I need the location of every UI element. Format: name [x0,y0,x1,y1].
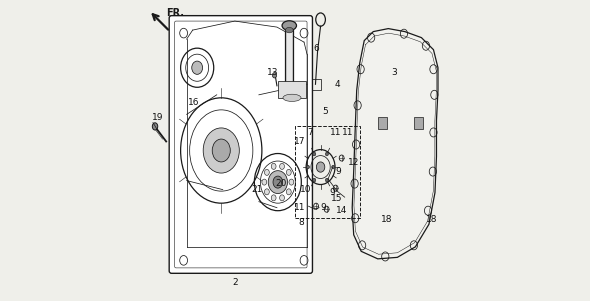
Ellipse shape [332,165,335,169]
Ellipse shape [203,128,240,173]
Bar [295,126,360,218]
Text: 4: 4 [335,80,340,89]
Text: 12: 12 [348,158,359,167]
Ellipse shape [286,189,291,195]
Text: FR.: FR. [166,8,184,18]
Text: 21: 21 [252,185,263,194]
Ellipse shape [264,189,269,195]
Text: 17: 17 [294,137,305,146]
Bar [414,117,422,129]
Ellipse shape [286,27,293,33]
Text: 9: 9 [330,188,336,197]
Ellipse shape [268,171,287,194]
Ellipse shape [313,178,316,182]
Text: 11: 11 [342,128,353,137]
Text: 3: 3 [391,68,397,77]
Polygon shape [352,29,438,259]
Ellipse shape [326,152,329,156]
Text: 8: 8 [298,218,304,227]
Text: 18: 18 [381,215,392,224]
Text: 2: 2 [232,278,238,287]
Ellipse shape [264,169,269,175]
Ellipse shape [313,152,316,156]
Ellipse shape [192,61,202,74]
Text: 20: 20 [276,179,287,188]
Ellipse shape [273,176,283,188]
Ellipse shape [283,94,301,101]
Bar [378,117,386,129]
Ellipse shape [289,179,294,185]
Text: 6: 6 [313,44,319,53]
Ellipse shape [326,178,329,182]
Ellipse shape [280,163,284,169]
Bar [312,79,321,90]
Ellipse shape [271,163,276,169]
FancyBboxPatch shape [169,16,313,273]
Text: 18: 18 [426,215,438,224]
Text: 11: 11 [330,128,342,137]
Bar [278,81,306,98]
Text: 14: 14 [336,206,348,215]
Text: 15: 15 [332,194,343,203]
Ellipse shape [286,169,291,175]
Ellipse shape [280,195,284,201]
Ellipse shape [306,165,309,169]
Text: 13: 13 [267,68,278,77]
Text: 10: 10 [300,185,312,194]
Ellipse shape [273,73,277,78]
Ellipse shape [316,162,325,172]
Bar [286,27,293,84]
Ellipse shape [152,123,158,130]
Text: 9: 9 [321,203,326,212]
Ellipse shape [282,21,297,30]
Ellipse shape [212,139,230,162]
Ellipse shape [271,195,276,201]
Ellipse shape [262,179,267,185]
Text: 11: 11 [294,203,305,212]
Text: 19: 19 [152,113,164,122]
Bar [286,29,293,84]
Text: 7: 7 [307,128,313,137]
Text: 9: 9 [336,167,342,176]
Text: 16: 16 [188,98,200,107]
Text: 5: 5 [322,107,328,116]
